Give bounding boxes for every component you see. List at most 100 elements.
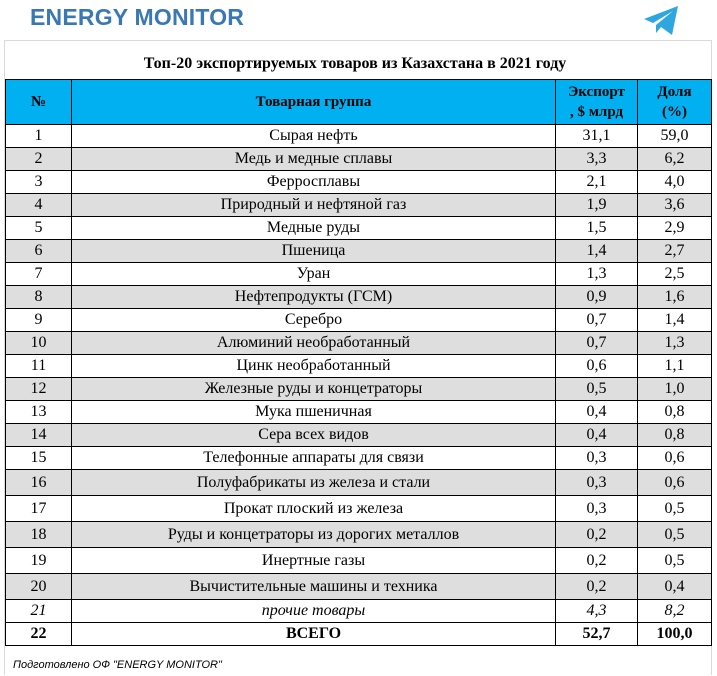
row-num: 1 — [5, 124, 72, 148]
row-export: 0,2 — [555, 547, 638, 574]
row-export: 0,4 — [555, 423, 638, 447]
row-group: Железные руды и концетраторы — [71, 377, 556, 401]
column-header-export-line1: Экспорт — [568, 84, 625, 100]
row-num: 21 — [5, 599, 72, 623]
row-group: Медные руды — [71, 216, 556, 240]
row-share: 59,0 — [637, 124, 712, 148]
row-num: 14 — [5, 423, 72, 447]
row-share: 1,1 — [637, 354, 712, 378]
table-header-row: № Товарная группа Экспорт , $ млрд Доля … — [5, 79, 712, 125]
table-row: 6 Пшеница 1,4 2,7 — [5, 239, 712, 263]
row-group: Полуфабрикаты из железа и стали — [71, 469, 556, 496]
row-group: Серебро — [71, 308, 556, 332]
row-group: Пшеница — [71, 239, 556, 263]
row-num: 17 — [5, 495, 72, 522]
row-num: 2 — [5, 147, 72, 171]
row-share: 2,5 — [637, 262, 712, 286]
row-share: 3,6 — [637, 193, 712, 217]
table-row: 8 Нефтепродукты (ГСМ) 0,9 1,6 — [5, 285, 712, 309]
row-group: Медь и медные сплавы — [71, 147, 556, 171]
header: ENERGY MONITOR — [0, 0, 717, 40]
row-share: 6,2 — [637, 147, 712, 171]
column-header-group: Товарная группа — [71, 79, 556, 125]
column-header-num: № — [5, 79, 72, 125]
row-num: 22 — [5, 622, 72, 646]
table-row: 3 Ферросплавы 2,1 4,0 — [5, 170, 712, 194]
column-header-export: Экспорт , $ млрд — [555, 79, 638, 125]
table-row: 1 Сырая нефть 31,1 59,0 — [5, 124, 712, 148]
row-num: 19 — [5, 547, 72, 574]
row-share: 0,8 — [637, 423, 712, 447]
row-num: 18 — [5, 521, 72, 548]
table-row: 19 Инертные газы 0,2 0,5 — [5, 547, 712, 574]
table-title: Топ-20 экспортируемых товаров из Казахст… — [143, 55, 567, 72]
column-header-share: Доля (%) — [637, 79, 712, 125]
row-num: 20 — [5, 573, 72, 600]
row-export: 0,2 — [555, 573, 638, 600]
row-share: 1,0 — [637, 377, 712, 401]
row-group: Природный и нефтяной газ — [71, 193, 556, 217]
row-group: Вычистительные машины и техника — [71, 573, 556, 600]
table-row: 11 Цинк необработанный 0,6 1,1 — [5, 354, 712, 378]
row-export: 0,9 — [555, 285, 638, 309]
row-share: 0,6 — [637, 469, 712, 496]
row-num: 5 — [5, 216, 72, 240]
table-row: 16 Полуфабрикаты из железа и стали 0,3 0… — [5, 469, 712, 496]
row-group: Нефтепродукты (ГСМ) — [71, 285, 556, 309]
row-num: 6 — [5, 239, 72, 263]
telegram-icon[interactable] — [642, 4, 682, 38]
row-share: 4,0 — [637, 170, 712, 194]
row-share: 1,6 — [637, 285, 712, 309]
row-export: 4,3 — [555, 599, 638, 623]
row-export: 3,3 — [555, 147, 638, 171]
row-num: 10 — [5, 331, 72, 355]
table-row: 18 Руды и концетраторы из дорогих металл… — [5, 521, 712, 548]
row-share: 2,7 — [637, 239, 712, 263]
row-group: ВСЕГО — [71, 622, 556, 646]
row-num: 7 — [5, 262, 72, 286]
row-share: 0,5 — [637, 521, 712, 548]
row-share: 0,6 — [637, 446, 712, 470]
row-export: 1,3 — [555, 262, 638, 286]
row-export: 0,4 — [555, 400, 638, 424]
row-group: Телефонные аппараты для связи — [71, 446, 556, 470]
brand-title: ENERGY MONITOR — [30, 4, 245, 30]
table-row: 2 Медь и медные сплавы 3,3 6,2 — [5, 147, 712, 171]
table-row-total: 22 ВСЕГО 52,7 100,0 — [5, 622, 712, 646]
column-header-share-line2: (%) — [662, 104, 687, 120]
footer-credit: Подготовлено ОФ "ENERGY MONITOR" — [13, 659, 222, 671]
row-export: 0,3 — [555, 469, 638, 496]
row-share: 100,0 — [637, 622, 712, 646]
row-export: 0,5 — [555, 377, 638, 401]
table-row: 15 Телефонные аппараты для связи 0,3 0,6 — [5, 446, 712, 470]
row-export: 2,1 — [555, 170, 638, 194]
row-export: 0,6 — [555, 354, 638, 378]
table-row: 4 Природный и нефтяной газ 1,9 3,6 — [5, 193, 712, 217]
table-row: 12 Железные руды и концетраторы 0,5 1,0 — [5, 377, 712, 401]
row-group: Мука пшеничная — [71, 400, 556, 424]
row-num: 12 — [5, 377, 72, 401]
row-group: прочие товары — [71, 599, 556, 623]
row-export: 31,1 — [555, 124, 638, 148]
row-export: 0,7 — [555, 308, 638, 332]
row-share: 0,8 — [637, 400, 712, 424]
row-group: Алюминий необработанный — [71, 331, 556, 355]
row-group: Инертные газы — [71, 547, 556, 574]
row-num: 11 — [5, 354, 72, 378]
row-num: 4 — [5, 193, 72, 217]
row-share: 2,9 — [637, 216, 712, 240]
row-num: 9 — [5, 308, 72, 332]
row-export: 0,7 — [555, 331, 638, 355]
table-row: 13 Мука пшеничная 0,4 0,8 — [5, 400, 712, 424]
row-share: 0,5 — [637, 495, 712, 522]
row-share: 1,4 — [637, 308, 712, 332]
row-group: Прокат плоский из железа — [71, 495, 556, 522]
row-share: 0,4 — [637, 573, 712, 600]
row-group: Уран — [71, 262, 556, 286]
row-export: 1,5 — [555, 216, 638, 240]
row-export: 0,3 — [555, 495, 638, 522]
spreadsheet: Топ-20 экспортируемых товаров из Казахст… — [4, 40, 712, 675]
row-share: 8,2 — [637, 599, 712, 623]
row-group: Цинк необработанный — [71, 354, 556, 378]
